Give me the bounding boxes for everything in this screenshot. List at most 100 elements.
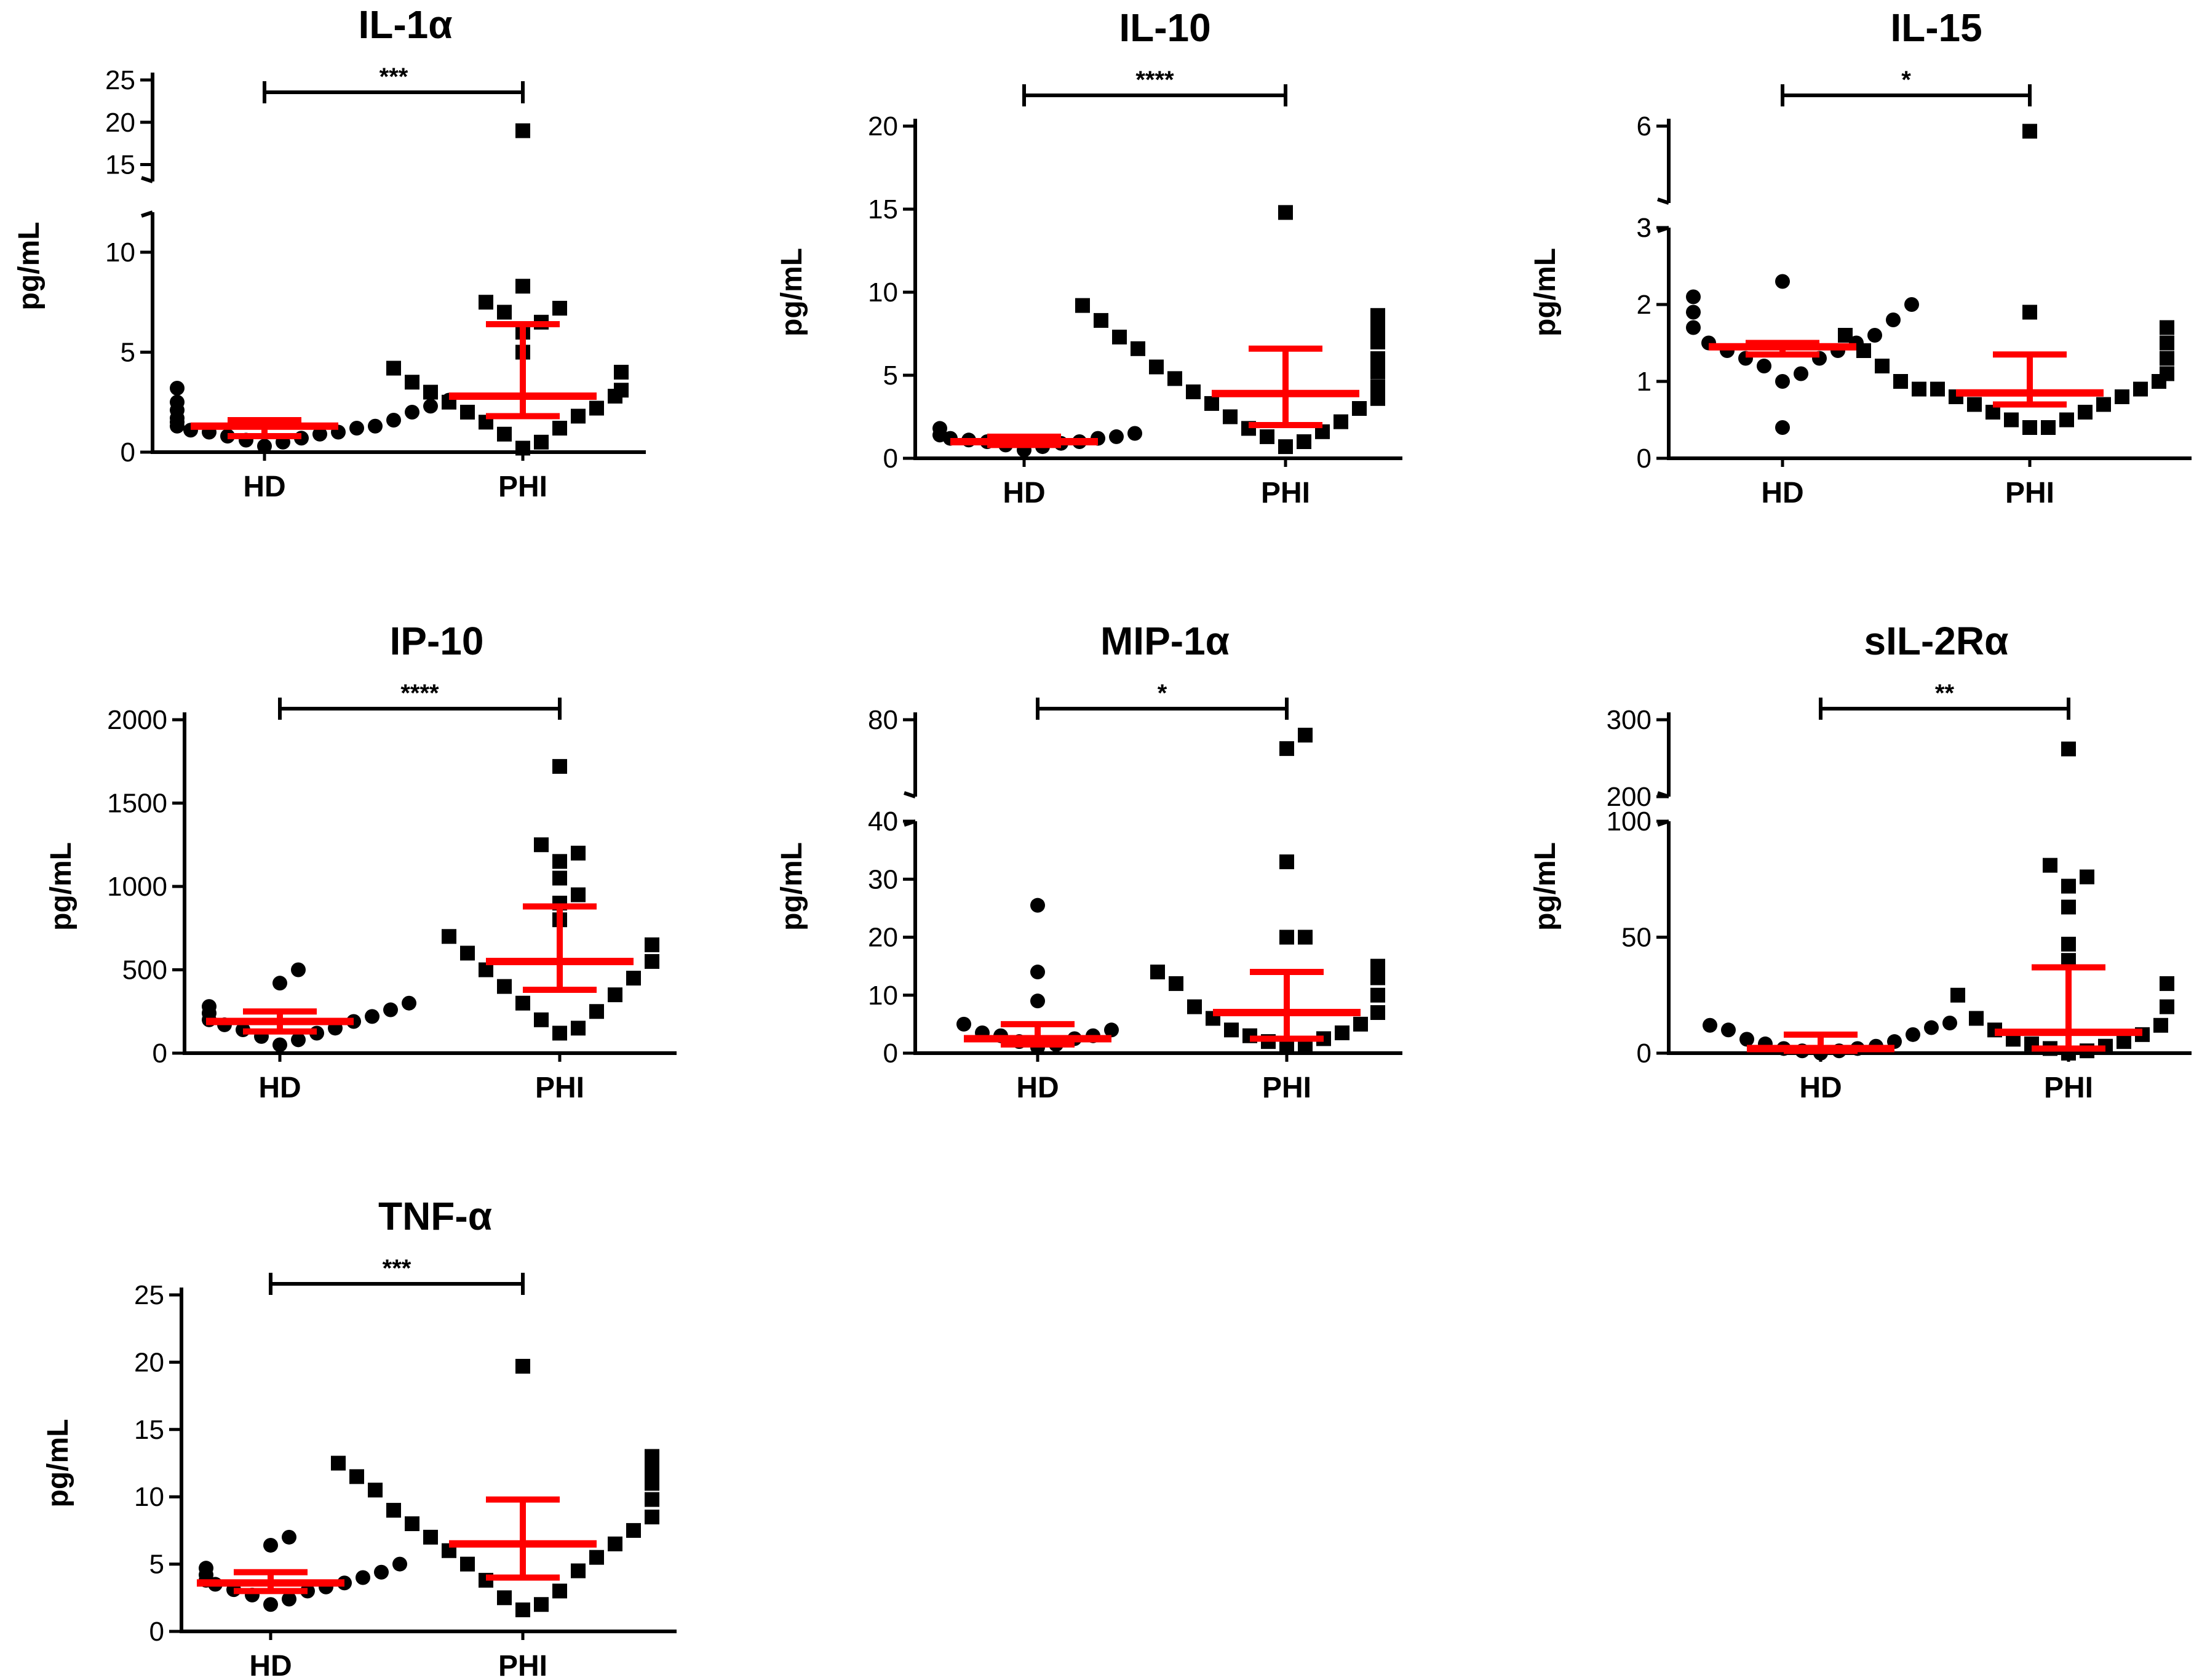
data-point xyxy=(497,979,512,994)
data-point xyxy=(1370,335,1385,349)
x-tick-label: HD xyxy=(1003,477,1045,509)
x-tick-label: PHI xyxy=(498,471,547,503)
data-point xyxy=(645,1476,659,1491)
data-point xyxy=(589,1550,604,1565)
data-point xyxy=(1334,414,1348,429)
y-tick-label: 2000 xyxy=(107,705,167,735)
data-point xyxy=(405,1516,419,1531)
y-tick-label: 0 xyxy=(149,1617,164,1647)
y-tick-label: 40 xyxy=(868,806,898,837)
data-point xyxy=(1370,379,1385,394)
data-point xyxy=(645,1492,659,1507)
y-tick-label: 20 xyxy=(105,108,135,138)
data-point xyxy=(534,1597,549,1612)
axis-break-mark xyxy=(1657,197,1669,205)
data-point xyxy=(645,1510,659,1525)
y-tick-label: 0 xyxy=(153,1038,167,1069)
data-point xyxy=(932,421,947,436)
axis-break-mark xyxy=(904,791,916,798)
y-tick-label: 3 xyxy=(1637,213,1652,243)
data-point xyxy=(1930,381,1945,397)
data-point xyxy=(1279,1040,1294,1055)
data-point xyxy=(2160,999,2174,1014)
data-point xyxy=(272,1037,287,1053)
significance-stars: * xyxy=(1901,66,1911,94)
data-point xyxy=(312,426,327,442)
data-point xyxy=(1969,1011,1984,1026)
data-point xyxy=(1775,420,1790,435)
chart-panel: IL-1α pg/mL 0 5 10 15 20 25 HD PHI *** xyxy=(13,2,646,503)
data-point xyxy=(1075,298,1090,313)
data-point xyxy=(614,365,629,380)
data-point xyxy=(1278,439,1293,455)
data-point xyxy=(1223,409,1238,424)
y-tick-label: 25 xyxy=(134,1280,164,1310)
y-tick-label: 25 xyxy=(105,65,135,95)
y-tick-label: 0 xyxy=(883,444,898,474)
data-point xyxy=(1703,1017,1717,1033)
data-point xyxy=(1030,993,1045,1009)
panel-title: sIL-2Rα xyxy=(1864,619,2009,663)
data-point xyxy=(1686,289,1701,305)
y-tick-label: 6 xyxy=(1637,111,1652,141)
data-point xyxy=(589,400,604,416)
data-point xyxy=(1739,1032,1754,1047)
data-point xyxy=(1104,1022,1119,1038)
x-tick-label: PHI xyxy=(2005,477,2054,509)
data-point xyxy=(1279,854,1294,869)
y-axis-label: pg/mL xyxy=(776,248,808,336)
data-point xyxy=(2160,976,2174,991)
x-tick-label: HD xyxy=(1016,1072,1059,1104)
data-point xyxy=(2078,405,2093,420)
data-point xyxy=(405,375,419,390)
data-point xyxy=(2022,420,2037,435)
data-point xyxy=(1335,1025,1349,1041)
data-point xyxy=(2160,320,2174,335)
data-point xyxy=(1030,965,1045,980)
data-point xyxy=(1094,313,1108,328)
data-point xyxy=(1149,359,1164,375)
data-point xyxy=(1950,987,1965,1003)
data-point xyxy=(515,279,530,294)
y-tick-label: 5 xyxy=(883,360,898,391)
data-point xyxy=(608,987,622,1003)
data-point xyxy=(291,1032,306,1048)
y-tick-label: 100 xyxy=(1607,806,1652,837)
y-tick-label: 5 xyxy=(121,338,135,368)
data-point xyxy=(170,394,185,410)
data-point xyxy=(460,945,475,961)
significance-stars: **** xyxy=(1135,66,1174,94)
data-point xyxy=(534,1012,549,1027)
data-point xyxy=(392,1556,407,1572)
data-point xyxy=(263,1537,278,1553)
y-tick-label: 1 xyxy=(1637,367,1652,397)
y-tick-label: 80 xyxy=(868,705,898,735)
data-point xyxy=(386,360,401,376)
data-point xyxy=(552,758,567,774)
axis-break-mark xyxy=(141,210,153,218)
y-tick-label: 10 xyxy=(868,981,898,1011)
chart-panel: IL-10 pg/mL 0 5 10 15 20 HD PHI **** xyxy=(776,6,1402,509)
data-point xyxy=(1370,958,1385,974)
x-tick-label: HD xyxy=(249,1650,292,1680)
panel-title: IL-15 xyxy=(1890,6,1982,50)
data-point xyxy=(423,384,438,400)
data-point xyxy=(1370,987,1385,1003)
data-point xyxy=(515,1358,530,1374)
data-point xyxy=(552,854,567,869)
data-point xyxy=(331,1455,346,1471)
y-tick-label: 15 xyxy=(868,194,898,225)
data-point xyxy=(170,381,185,396)
data-point xyxy=(1370,364,1385,380)
x-tick-label: HD xyxy=(1761,477,1803,509)
chart-panel: TNF-α pg/mL 0 5 10 15 20 25 HD PHI *** xyxy=(42,1194,677,1680)
data-point xyxy=(1886,313,1901,327)
data-point xyxy=(405,405,419,420)
data-point xyxy=(1906,1027,1920,1042)
data-point xyxy=(1187,999,1202,1014)
data-point xyxy=(626,971,641,986)
data-point xyxy=(365,1009,380,1024)
data-point xyxy=(608,1536,622,1551)
y-tick-label: 200 xyxy=(1607,782,1652,812)
data-point xyxy=(368,418,383,434)
